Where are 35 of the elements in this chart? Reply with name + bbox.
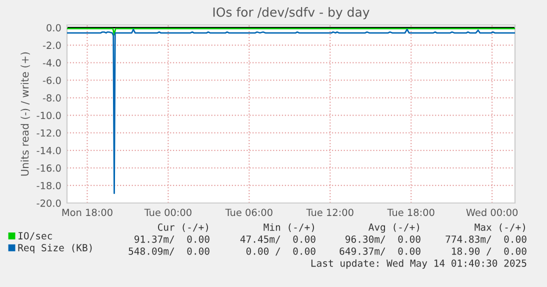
text: Avg (-/+) (368, 223, 419, 233)
legend-label: IO/sec (18, 232, 52, 240)
text: 18.90 / 0.00 (452, 247, 526, 256)
text: Max (-/+) (474, 223, 525, 232)
y-tick-label: -8.0 (42, 94, 61, 102)
x-tick-label: Tue 00:00 (144, 208, 192, 216)
y-axis-title: Units read (-) / write (+) (20, 52, 30, 176)
text: 0.00 / 0.00 (246, 247, 316, 256)
line-series (67, 28, 515, 194)
text: 96.30m/ 0.00 (346, 235, 420, 244)
x-tick-label: Tue 12:00 (306, 208, 354, 216)
y-tick-label: -2.0 (42, 42, 61, 49)
y-tick-label: -4.0 (42, 59, 61, 67)
x-tick-label: Mon 18:00 (62, 208, 112, 216)
y-tick-label: -16.0 (36, 164, 61, 172)
y-tick-label: -18.0 (36, 182, 61, 190)
text: 649.37m/ 0.00 (340, 247, 420, 256)
text: Cur (-/+) (158, 223, 208, 232)
y-tick-label: -14.0 (36, 146, 61, 154)
y-tick-label: -20.0 (36, 199, 61, 207)
x-tick-label: Wed 00:00 (466, 208, 518, 216)
y-tick-label: -12.0 (36, 129, 61, 137)
y-tick-label: 0.0 (46, 24, 61, 32)
legend-label: Req Size (KB) (18, 244, 92, 254)
text: 548.09m/ 0.00 (128, 247, 210, 256)
text: Last update: Wed May 14 01:40:30 2025 (311, 259, 526, 269)
y-tick-label: -10.0 (36, 112, 61, 120)
text: Min (-/+) (264, 223, 314, 232)
x-tick-label: Tue 18:00 (387, 208, 434, 216)
text: 774.83m/ 0.00 (446, 235, 526, 244)
y-tick-label: -6.0 (42, 76, 61, 84)
text: 91.37m/ 0.00 (134, 235, 210, 244)
text: 47.45m/ 0.00 (240, 235, 316, 244)
x-tick-label: Tue 06:00 (225, 208, 272, 216)
chart-title: IOs for /dev/sdfv - by day (213, 7, 370, 20)
